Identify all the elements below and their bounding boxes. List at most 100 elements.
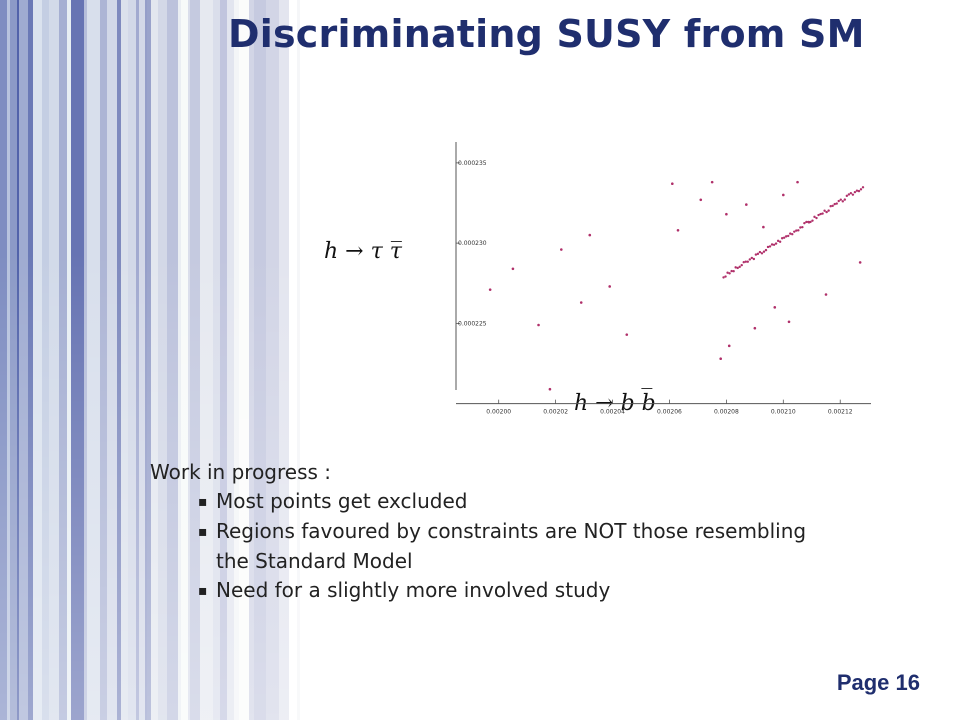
x-tick-label: 0.00202 [543, 409, 568, 416]
data-point [738, 265, 741, 269]
data-point [837, 199, 840, 203]
data-point [671, 182, 674, 186]
data-point [799, 226, 802, 229]
data-point [817, 213, 820, 217]
data-point [825, 210, 828, 214]
data-point [803, 221, 806, 225]
data-point [766, 245, 770, 249]
data-point [857, 189, 861, 193]
data-point [809, 220, 812, 224]
data-point [851, 193, 855, 196]
x-tick-label: 0.00208 [714, 409, 739, 416]
data-point [784, 235, 788, 238]
data-point [537, 323, 540, 327]
data-point [774, 242, 778, 245]
data-point [699, 198, 703, 202]
data-point [625, 333, 629, 336]
data-point [827, 209, 830, 212]
data-point [813, 215, 816, 219]
data-point [859, 188, 863, 191]
y-tick-label: 0.000230 [458, 240, 487, 247]
x-tick-label: 0.00200 [486, 409, 511, 416]
data-point [793, 230, 796, 233]
data-point [676, 228, 680, 232]
data-point [795, 229, 798, 232]
data-point [730, 269, 733, 273]
data-point [835, 202, 838, 205]
data-point [762, 225, 765, 229]
data-point [736, 266, 739, 270]
data-point [780, 237, 784, 240]
data-point [746, 260, 749, 263]
data-point [805, 220, 808, 224]
data-point [762, 250, 766, 253]
data-point [742, 261, 745, 264]
data-point [778, 240, 782, 243]
data-point [754, 253, 758, 256]
data-point [488, 288, 492, 291]
data-point [782, 236, 786, 239]
data-point [811, 219, 814, 222]
chart-svg: h → τ τ̅ h → b b̅ 0.00200 0.00202 0.00204 0… [324, 142, 871, 416]
x-tick-label: 0.00210 [771, 409, 796, 416]
bullet-list: Most points get excluded Regions favoure… [150, 487, 810, 606]
data-point [728, 272, 731, 275]
data-point [588, 233, 592, 237]
data-point [821, 212, 824, 215]
y-tick-label: 0.000225 [458, 320, 487, 327]
bullet-item: Need for a slightly more involved study [198, 576, 810, 606]
data-point [760, 252, 764, 255]
data-point [855, 189, 859, 192]
data-point [787, 320, 791, 324]
data-point [732, 269, 735, 273]
data-point [807, 220, 810, 224]
data-point [748, 258, 752, 261]
data-point [722, 276, 725, 279]
notes-block: Work in progress : Most points get exclu… [150, 458, 810, 606]
data-point [797, 229, 800, 232]
data-point [710, 180, 714, 184]
data-point [772, 243, 776, 247]
data-point [823, 209, 826, 212]
data-point [734, 266, 737, 269]
y-axis-label: h → τ τ̅ [324, 239, 403, 264]
data-point [725, 212, 728, 216]
data-point [579, 301, 583, 304]
data-point [548, 387, 552, 391]
data-point [608, 285, 611, 288]
data-point [756, 252, 760, 256]
data-point [750, 256, 754, 260]
data-point [724, 275, 727, 278]
data-point [511, 267, 515, 271]
data-point [726, 271, 729, 274]
data-point [858, 261, 862, 264]
x-tick-label: 0.00212 [828, 409, 853, 416]
data-point [831, 204, 834, 208]
data-point [819, 212, 822, 216]
data-point [796, 180, 799, 184]
notes-intro: Work in progress : [150, 460, 332, 484]
x-tick-label: 0.00206 [657, 409, 682, 416]
data-point [789, 232, 792, 235]
data-point [843, 198, 847, 201]
page-number: Page 16 [836, 670, 920, 695]
x-tick-label: 0.00204 [600, 409, 625, 416]
data-point [861, 186, 865, 189]
data-point [845, 194, 849, 198]
data-point [560, 248, 563, 251]
data-point [752, 257, 756, 261]
data-point [764, 248, 768, 252]
data-point [758, 250, 762, 254]
data-point [727, 344, 731, 348]
data-point [768, 245, 772, 248]
slide-title: Discriminating SUSY from SM [228, 12, 865, 56]
y-tick-label: 0.000235 [458, 160, 487, 167]
data-point [824, 293, 828, 296]
data-point [829, 205, 832, 208]
data-point [776, 239, 780, 243]
data-point [740, 263, 743, 267]
data-point [847, 193, 851, 196]
data-point [839, 198, 842, 201]
data-point [744, 260, 747, 263]
scatter-plot: h → τ τ̅ h → b b̅ 0.00200 0.00202 0.00204 0… [318, 128, 878, 428]
